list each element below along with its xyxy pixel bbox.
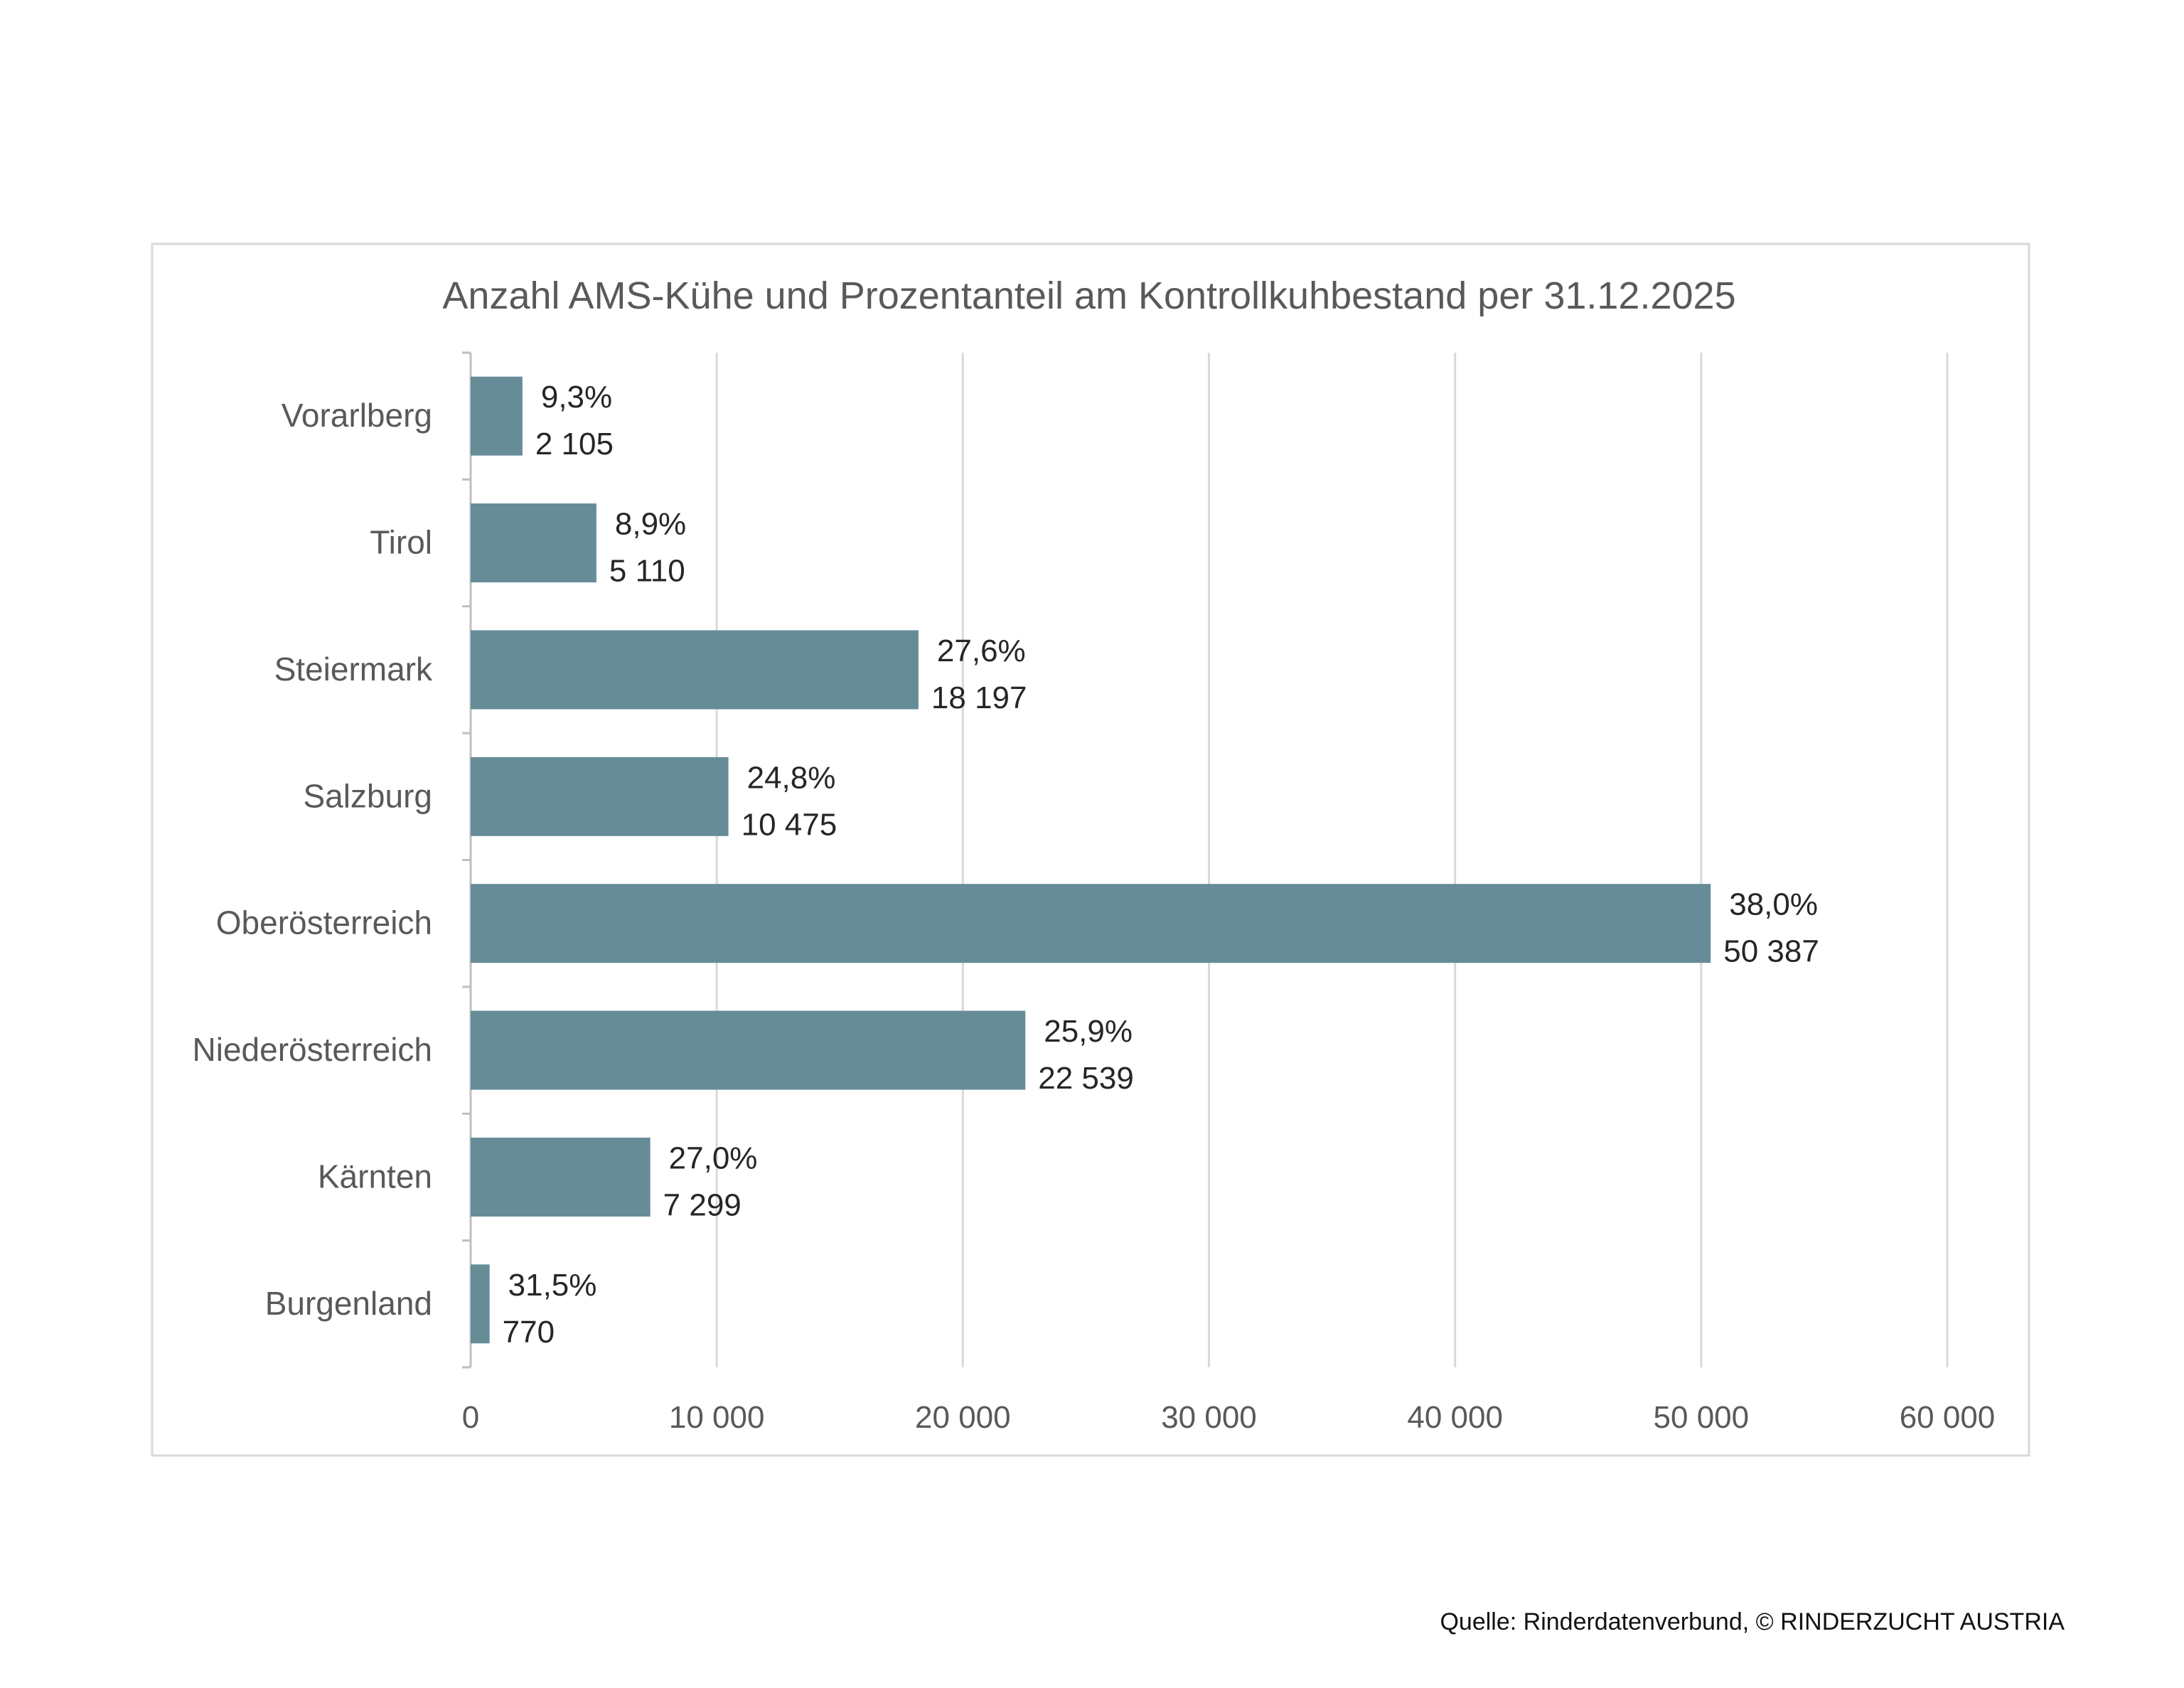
category-label: Niederösterreich — [193, 1031, 432, 1068]
chart-frame — [151, 242, 2030, 1457]
category-label: Oberösterreich — [216, 904, 432, 941]
value-label: 50 387 — [1723, 934, 1819, 969]
bar-tirol — [471, 503, 596, 583]
value-label: 10 475 — [742, 807, 837, 842]
percent-label: 27,0% — [669, 1141, 758, 1175]
value-label: 22 539 — [1038, 1061, 1134, 1096]
percent-label: 9,3% — [541, 380, 612, 415]
bar-oberösterreich — [471, 884, 1711, 963]
category-label: Salzburg — [303, 777, 432, 814]
x-tick-label: 30 000 — [1161, 1400, 1257, 1435]
bar-vorarlberg — [471, 376, 523, 456]
percent-label: 27,6% — [937, 634, 1026, 668]
value-label: 2 105 — [535, 427, 614, 461]
category-label: Tirol — [370, 524, 432, 561]
percent-label: 24,8% — [747, 760, 836, 795]
category-label: Kärnten — [318, 1158, 432, 1195]
x-tick-label: 10 000 — [669, 1400, 765, 1435]
source-note: Quelle: Rinderdatenverbund, © RINDERZUCH… — [1440, 1608, 2065, 1635]
bar-burgenland — [471, 1264, 490, 1344]
x-tick-label: 40 000 — [1407, 1400, 1503, 1435]
category-label: Vorarlberg — [282, 397, 432, 434]
bar-steiermark — [471, 630, 919, 710]
bar-kärnten — [471, 1137, 651, 1217]
category-label: Steiermark — [274, 651, 433, 688]
x-tick-label: 60 000 — [1900, 1400, 1996, 1435]
value-label: 770 — [503, 1315, 555, 1350]
category-label: Burgenland — [265, 1285, 432, 1322]
percent-label: 31,5% — [508, 1268, 597, 1303]
chart-title: Anzahl AMS-Kühe und Prozentanteil am Kon… — [442, 274, 1735, 317]
percent-label: 25,9% — [1044, 1014, 1133, 1049]
value-label: 5 110 — [609, 554, 685, 589]
x-tick-label: 0 — [462, 1400, 479, 1435]
value-label: 7 299 — [663, 1187, 742, 1222]
percent-label: 8,9% — [615, 507, 686, 542]
percent-label: 38,0% — [1729, 887, 1818, 922]
x-tick-label: 20 000 — [915, 1400, 1011, 1435]
bar-salzburg — [471, 757, 729, 836]
value-label: 18 197 — [931, 680, 1027, 715]
bar-niederösterreich — [471, 1010, 1026, 1090]
x-tick-label: 50 000 — [1654, 1400, 1750, 1435]
